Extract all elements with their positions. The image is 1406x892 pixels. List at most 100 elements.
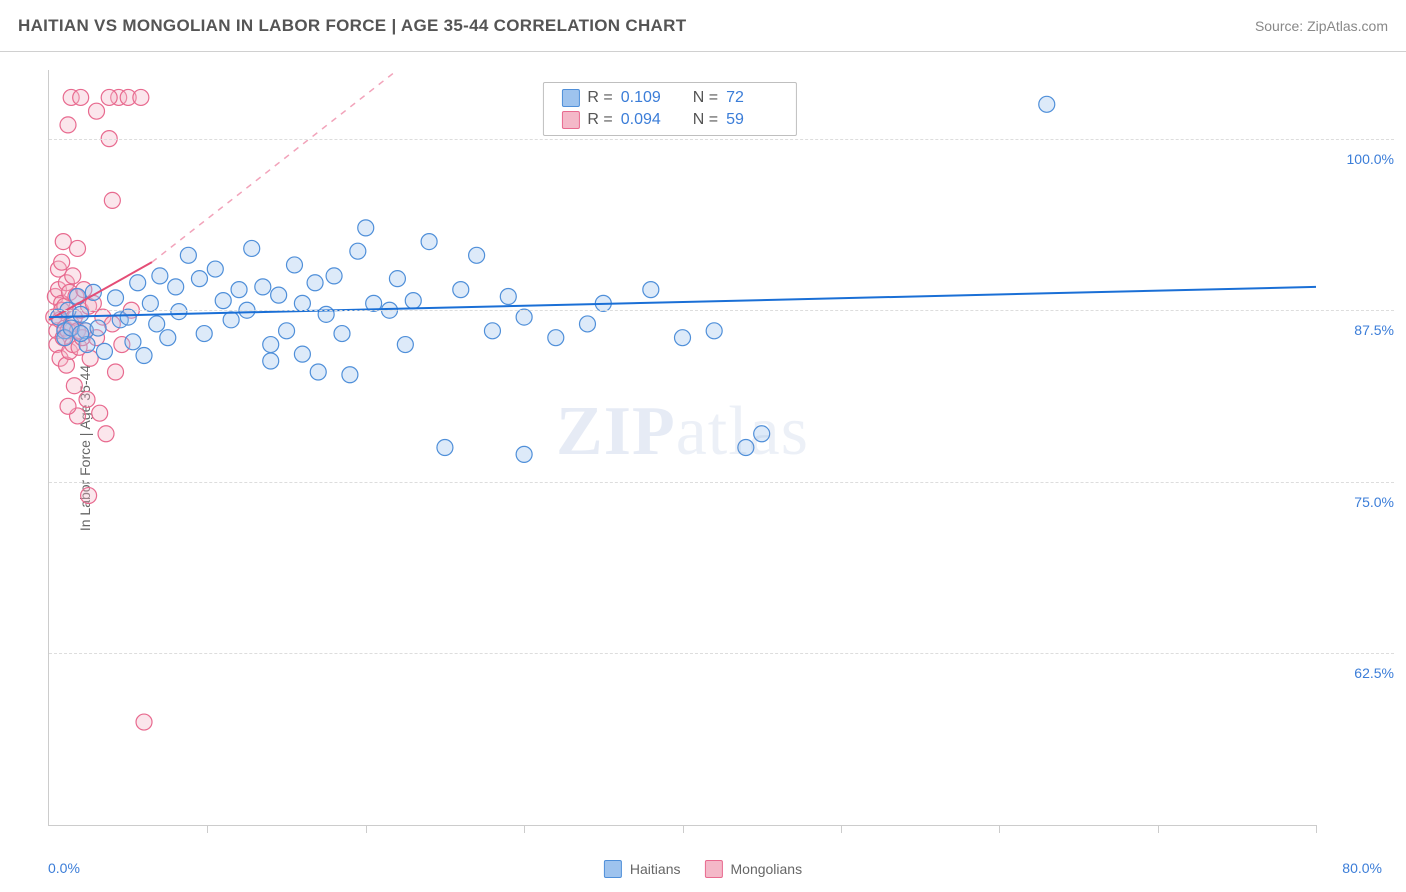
scatter-point-haitians	[263, 353, 279, 369]
scatter-point-haitians	[294, 295, 310, 311]
scatter-point-haitians	[675, 330, 691, 346]
scatter-point-haitians	[171, 304, 187, 320]
x-axis-min-label: 0.0%	[48, 860, 80, 876]
legend-swatch	[704, 860, 722, 878]
scatter-point-mongolians	[108, 364, 124, 380]
scatter-point-mongolians	[60, 117, 76, 133]
scatter-point-haitians	[152, 268, 168, 284]
scatter-point-mongolians	[92, 405, 108, 421]
legend-item: Haitians	[604, 860, 681, 878]
x-tick	[1316, 825, 1317, 833]
x-tick	[366, 825, 367, 833]
chart-header: HAITIAN VS MONGOLIAN IN LABOR FORCE | AG…	[0, 0, 1406, 52]
scatter-point-mongolians	[81, 488, 97, 504]
scatter-point-haitians	[231, 282, 247, 298]
chart-area: In Labor Force | Age 35-44 ZIPatlas R =0…	[0, 52, 1406, 844]
scatter-point-haitians	[142, 295, 158, 311]
scatter-point-haitians	[706, 323, 722, 339]
scatter-point-haitians	[125, 334, 141, 350]
scatter-point-haitians	[223, 312, 239, 328]
plot-region: ZIPatlas R =0.109N =72R =0.094N =59 62.5…	[48, 70, 1316, 826]
y-tick-label: 62.5%	[1322, 665, 1394, 681]
scatter-point-haitians	[180, 247, 196, 263]
x-tick	[683, 825, 684, 833]
scatter-point-haitians	[397, 337, 413, 353]
scatter-point-haitians	[215, 293, 231, 309]
scatter-point-haitians	[271, 287, 287, 303]
gridline	[49, 139, 1394, 140]
scatter-point-haitians	[244, 240, 260, 256]
scatter-point-mongolians	[60, 398, 76, 414]
x-tick	[207, 825, 208, 833]
scatter-point-haitians	[453, 282, 469, 298]
legend-item: Mongolians	[704, 860, 802, 878]
gridline	[49, 653, 1394, 654]
scatter-point-haitians	[738, 440, 754, 456]
scatter-point-mongolians	[65, 268, 81, 284]
r-label: R =	[587, 89, 612, 107]
gridline	[49, 482, 1394, 483]
stats-swatch	[561, 111, 579, 129]
scatter-point-haitians	[437, 440, 453, 456]
scatter-point-haitians	[73, 326, 89, 342]
scatter-point-haitians	[358, 220, 374, 236]
stats-swatch	[561, 89, 579, 107]
scatter-point-haitians	[754, 426, 770, 442]
scatter-point-haitians	[579, 316, 595, 332]
scatter-point-haitians	[196, 326, 212, 342]
scatter-point-mongolians	[54, 254, 70, 270]
scatter-point-haitians	[168, 279, 184, 295]
scatter-point-mongolians	[66, 378, 82, 394]
y-tick-label: 75.0%	[1322, 494, 1394, 510]
x-tick	[841, 825, 842, 833]
scatter-point-haitians	[516, 309, 532, 325]
scatter-point-haitians	[643, 282, 659, 298]
x-axis-max-label: 80.0%	[1342, 860, 1382, 876]
legend-label: Haitians	[630, 861, 681, 877]
y-tick-label: 87.5%	[1322, 322, 1394, 338]
scatter-point-haitians	[286, 257, 302, 273]
gridline	[49, 310, 1394, 311]
scatter-point-haitians	[500, 289, 516, 305]
legend-swatch	[604, 860, 622, 878]
scatter-point-haitians	[310, 364, 326, 380]
scatter-point-mongolians	[89, 103, 105, 119]
scatter-point-haitians	[484, 323, 500, 339]
scatter-svg	[49, 70, 1316, 825]
scatter-point-haitians	[294, 346, 310, 362]
scatter-point-haitians	[469, 247, 485, 263]
x-tick	[999, 825, 1000, 833]
scatter-point-mongolians	[136, 714, 152, 730]
scatter-point-haitians	[90, 320, 106, 336]
scatter-point-haitians	[73, 306, 89, 322]
scatter-point-haitians	[160, 330, 176, 346]
y-tick-label: 100.0%	[1322, 151, 1394, 167]
scatter-point-haitians	[279, 323, 295, 339]
scatter-point-haitians	[405, 293, 421, 309]
stats-legend-box: R =0.109N =72R =0.094N =59	[542, 82, 797, 136]
scatter-point-mongolians	[98, 426, 114, 442]
scatter-point-mongolians	[104, 192, 120, 208]
scatter-point-haitians	[326, 268, 342, 284]
stats-row: R =0.109N =72	[561, 89, 778, 107]
chart-source: Source: ZipAtlas.com	[1255, 18, 1388, 34]
scatter-point-mongolians	[55, 234, 71, 250]
scatter-point-haitians	[130, 275, 146, 291]
scatter-point-haitians	[70, 289, 86, 305]
n-value: 72	[726, 89, 778, 107]
scatter-point-mongolians	[79, 391, 95, 407]
scatter-point-haitians	[318, 306, 334, 322]
scatter-point-haitians	[548, 330, 564, 346]
scatter-point-haitians	[136, 348, 152, 364]
r-value: 0.109	[621, 89, 673, 107]
scatter-point-haitians	[389, 271, 405, 287]
scatter-point-haitians	[1039, 96, 1055, 112]
scatter-point-mongolians	[133, 89, 149, 105]
scatter-point-haitians	[307, 275, 323, 291]
r-label: R =	[587, 111, 612, 129]
scatter-point-haitians	[255, 279, 271, 295]
stats-row: R =0.094N =59	[561, 111, 778, 129]
scatter-point-haitians	[334, 326, 350, 342]
scatter-point-haitians	[207, 261, 223, 277]
scatter-point-haitians	[350, 243, 366, 259]
